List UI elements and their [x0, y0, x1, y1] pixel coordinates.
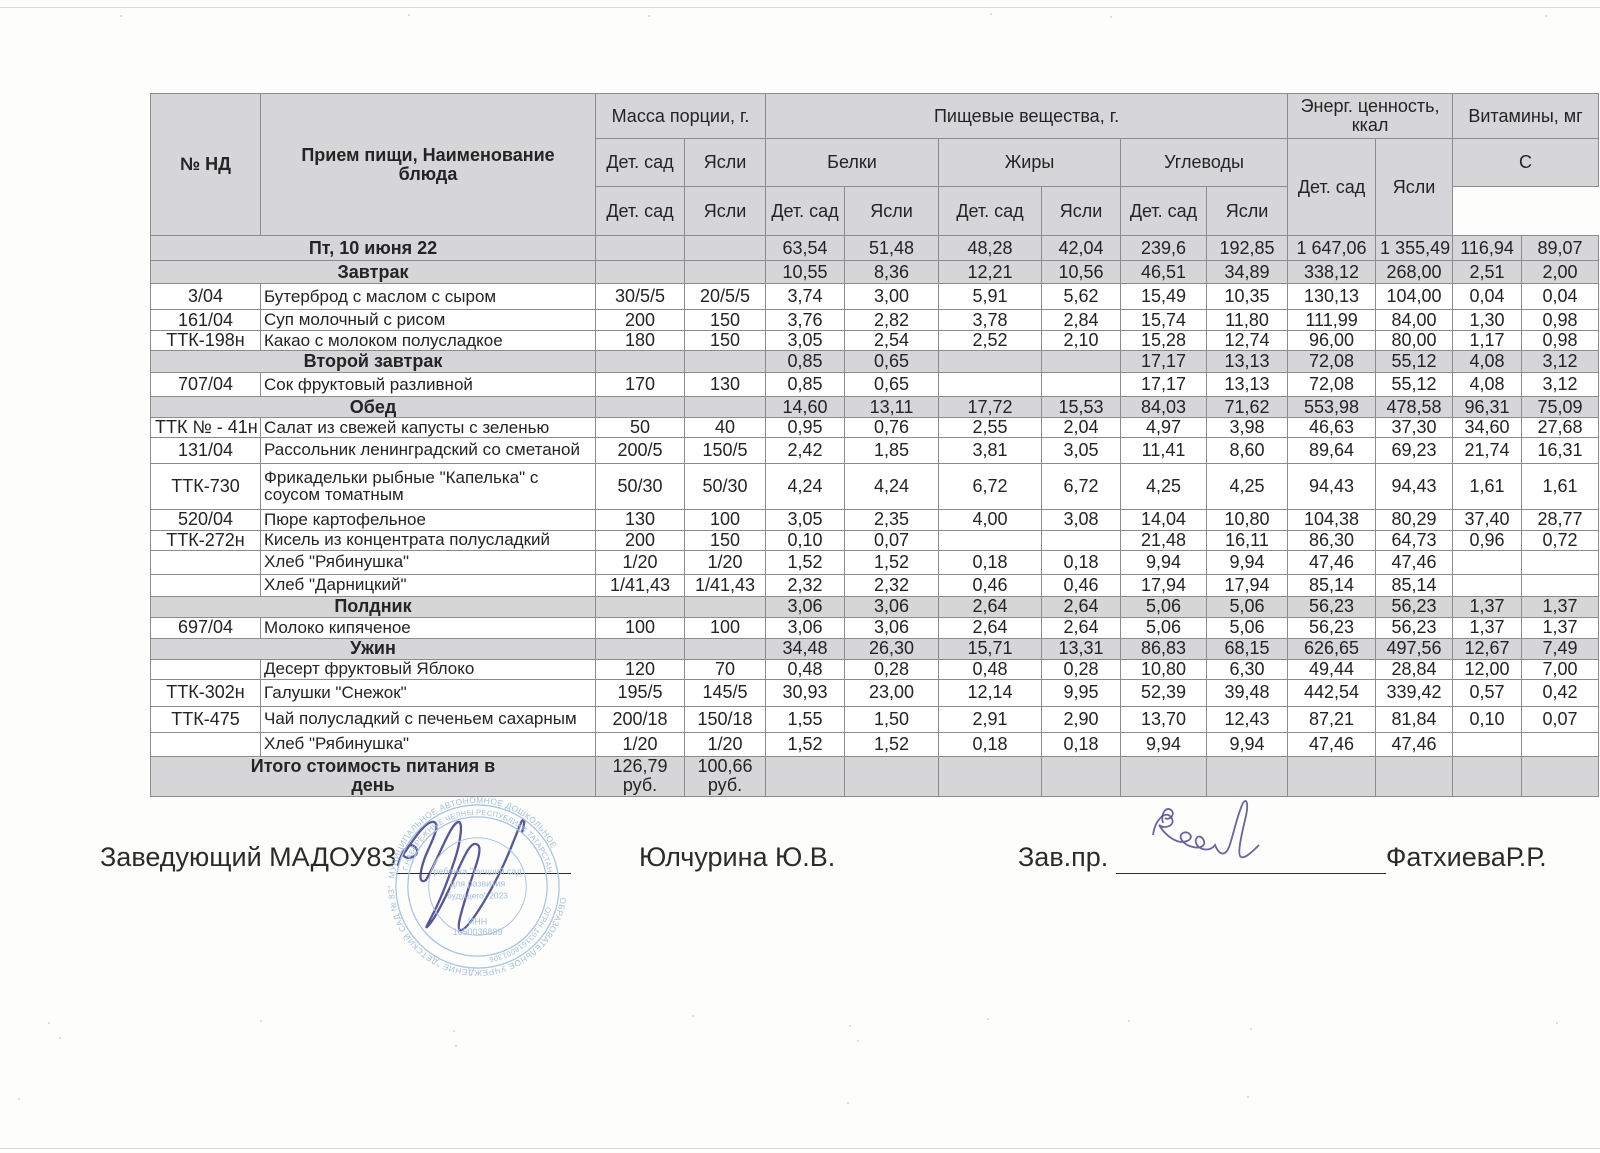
svg-text:1650036889: 1650036889	[453, 927, 503, 937]
svg-text:будущего" 2023: будущего" 2023	[447, 890, 508, 900]
svg-text:для развития: для развития	[450, 879, 506, 889]
svg-text:ИНН: ИНН	[468, 916, 487, 926]
svg-text:ребенка "лучший сад: ребенка "лучший сад	[433, 867, 522, 877]
